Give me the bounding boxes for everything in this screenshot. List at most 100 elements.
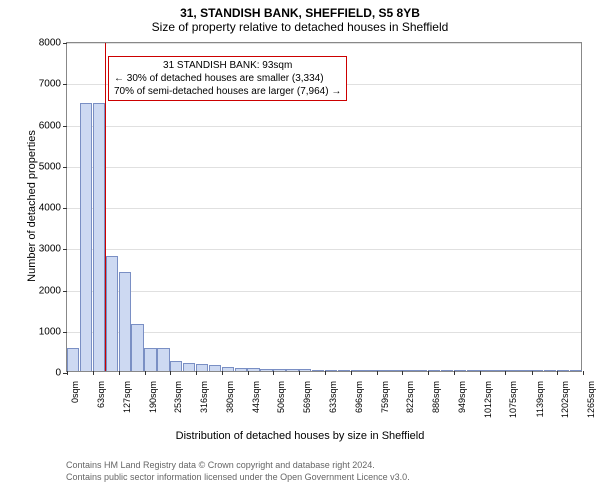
x-tick-label: 696sqm — [354, 377, 364, 413]
x-tick-mark — [583, 371, 584, 375]
footer-line-1: Contains HM Land Registry data © Crown c… — [66, 460, 410, 472]
page-title: 31, STANDISH BANK, SHEFFIELD, S5 8YB — [0, 0, 600, 20]
x-tick-mark — [377, 371, 378, 375]
y-tick-mark — [63, 332, 67, 333]
x-tick-mark — [170, 371, 171, 375]
x-tick-mark — [273, 371, 274, 375]
annot-line-3: 70% of semi-detached houses are larger (… — [114, 85, 341, 98]
histogram-bar — [273, 369, 285, 371]
histogram-bar — [376, 370, 388, 371]
y-tick-mark — [63, 43, 67, 44]
x-tick-mark — [67, 371, 68, 375]
x-tick-label: 822sqm — [405, 377, 415, 413]
annot-line-1: 31 STANDISH BANK: 93sqm — [114, 59, 341, 72]
histogram-bar — [131, 324, 143, 371]
histogram-bar — [441, 370, 453, 371]
histogram-bar — [67, 348, 79, 371]
x-tick-mark — [402, 371, 403, 375]
histogram-bar — [351, 370, 363, 371]
histogram-bar — [338, 370, 350, 371]
page-subtitle: Size of property relative to detached ho… — [0, 20, 600, 34]
footer-attribution: Contains HM Land Registry data © Crown c… — [66, 460, 410, 483]
y-tick-mark — [63, 126, 67, 127]
x-tick-label: 443sqm — [251, 377, 261, 413]
histogram-bar — [479, 370, 491, 371]
histogram-bar — [544, 370, 556, 371]
histogram-bar — [518, 370, 530, 371]
grid-line — [67, 291, 581, 292]
y-tick-mark — [63, 249, 67, 250]
histogram-bar — [454, 370, 466, 371]
x-tick-label: 1075sqm — [508, 377, 518, 418]
histogram-bar — [467, 370, 479, 371]
histogram-bar — [157, 348, 169, 371]
histogram-bar — [196, 364, 208, 371]
x-tick-label: 759sqm — [380, 377, 390, 413]
x-tick-label: 569sqm — [302, 377, 312, 413]
grid-line — [67, 167, 581, 168]
grid-line — [67, 208, 581, 209]
x-tick-mark — [325, 371, 326, 375]
y-tick-mark — [63, 291, 67, 292]
x-tick-mark — [428, 371, 429, 375]
x-tick-label: 316sqm — [199, 377, 209, 413]
histogram-bar — [312, 370, 324, 371]
x-tick-label: 1202sqm — [560, 377, 570, 418]
grid-line — [67, 249, 581, 250]
x-tick-label: 0sqm — [70, 377, 80, 403]
x-axis-label: Distribution of detached houses by size … — [0, 430, 600, 442]
y-tick-mark — [63, 208, 67, 209]
x-tick-mark — [454, 371, 455, 375]
grid-line — [67, 332, 581, 333]
x-tick-mark — [557, 371, 558, 375]
histogram-bar — [247, 368, 259, 371]
histogram-bar — [557, 370, 569, 371]
histogram-bar — [260, 369, 272, 371]
grid-line — [67, 43, 581, 44]
histogram-bar — [286, 369, 298, 371]
histogram-bar — [106, 256, 118, 372]
x-tick-mark — [93, 371, 94, 375]
x-tick-mark — [196, 371, 197, 375]
histogram-bar — [299, 369, 311, 371]
annotation-box: 31 STANDISH BANK: 93sqm ← 30% of detache… — [108, 56, 347, 101]
x-tick-label: 63sqm — [96, 377, 106, 408]
x-tick-mark — [480, 371, 481, 375]
histogram-bar — [492, 370, 504, 371]
x-tick-mark — [351, 371, 352, 375]
footer-line-2: Contains public sector information licen… — [66, 472, 410, 484]
x-tick-mark — [222, 371, 223, 375]
x-tick-label: 380sqm — [225, 377, 235, 413]
histogram-bar — [209, 365, 221, 371]
x-tick-label: 886sqm — [431, 377, 441, 413]
histogram-bar — [325, 370, 337, 371]
y-axis-label: Number of detached properties — [26, 106, 38, 306]
histogram-bar — [531, 370, 543, 371]
x-tick-label: 1265sqm — [586, 377, 596, 418]
x-tick-label: 127sqm — [122, 377, 132, 413]
histogram-bar — [363, 370, 375, 371]
x-tick-mark — [505, 371, 506, 375]
histogram-bar — [93, 103, 105, 371]
x-tick-mark — [119, 371, 120, 375]
histogram-bar — [222, 367, 234, 371]
annot-line-2: ← 30% of detached houses are smaller (3,… — [114, 72, 341, 85]
histogram-bar — [144, 348, 156, 371]
x-tick-mark — [248, 371, 249, 375]
x-tick-label: 506sqm — [276, 377, 286, 413]
histogram-bar — [235, 368, 247, 371]
histogram-bar — [415, 370, 427, 371]
histogram-bar — [428, 370, 440, 371]
x-tick-mark — [299, 371, 300, 375]
x-tick-mark — [532, 371, 533, 375]
grid-line — [67, 126, 581, 127]
x-tick-mark — [145, 371, 146, 375]
histogram-bar — [183, 363, 195, 371]
x-tick-label: 949sqm — [457, 377, 467, 413]
property-marker-line — [105, 43, 107, 371]
histogram-bar — [119, 272, 131, 371]
x-tick-label: 190sqm — [148, 377, 158, 413]
histogram-bar — [570, 370, 582, 371]
histogram-bar — [389, 370, 401, 371]
y-tick-mark — [63, 167, 67, 168]
